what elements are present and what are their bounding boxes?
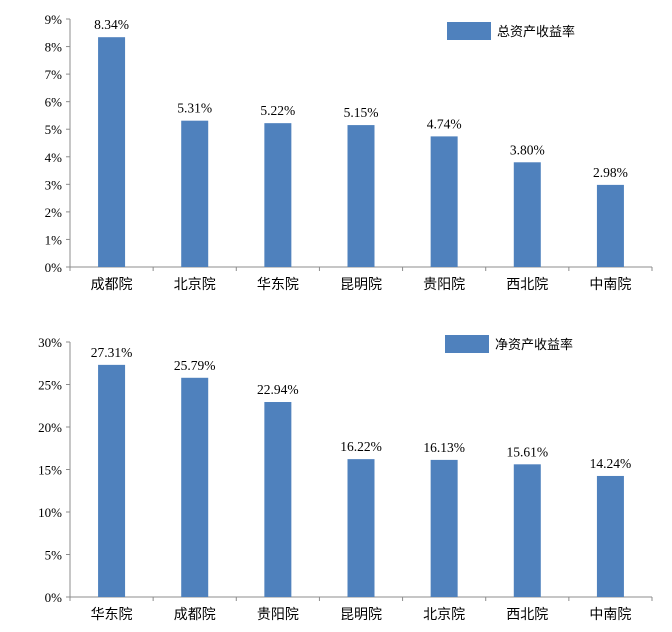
category-label: 昆明院 [340,277,382,293]
data-label: 2.98% [593,165,628,180]
data-label: 14.24% [590,456,632,471]
net-asset-return-chart: 0% 5% 10% 15% 20% 25% 30% 27.31% 华东院 25.79% 成都院 22.… [38,335,653,623]
total-asset-return-chart: 0% 1% 2% 3% 4% 5% 6% 7% 8% 9% 8.34% 成都院 5.31% 北京院 5.22… [45,12,653,293]
bar [430,459,458,597]
category-label: 中南院 [589,277,631,293]
y-tick-label: 9% [45,12,63,27]
legend-label: 总资产收益率 [497,24,575,40]
y-tick-label: 1% [45,232,63,247]
category-label: 华东院 [91,607,133,623]
data-label: 15.61% [506,444,548,459]
data-label: 4.74% [427,116,462,131]
y-tick-label: 30% [38,335,62,350]
y-tick-label: 25% [38,378,62,393]
y-tick-label: 3% [45,177,63,192]
data-label: 5.15% [344,105,379,120]
legend-label: 净资产收益率 [495,337,573,353]
y-tick-label: 20% [38,420,62,435]
category-label: 北京院 [174,277,216,293]
data-label: 3.80% [510,142,545,157]
data-label: 22.94% [257,382,299,397]
bar [98,364,126,597]
y-tick-label: 10% [38,505,62,520]
y-tick-label: 15% [38,463,62,478]
category-label: 贵阳院 [257,607,299,623]
category-label: 成都院 [91,277,133,293]
category-label: 北京院 [423,607,465,623]
category-label: 贵阳院 [423,277,465,293]
data-label: 16.13% [423,440,465,455]
y-tick-label: 4% [45,150,63,165]
category-label: 西北院 [506,607,548,623]
bar [98,37,126,267]
category-label: 华东院 [257,277,299,293]
legend-swatch [445,335,489,353]
category-label: 昆明院 [340,607,382,623]
bar [181,120,209,268]
bar [513,464,541,597]
data-label: 5.31% [177,101,212,116]
y-tick-label: 0% [45,590,63,605]
y-tick-label: 0% [45,260,63,275]
y-tick-label: 8% [45,40,63,55]
data-label: 25.79% [174,358,216,373]
data-label: 5.22% [260,103,295,118]
bar [181,377,209,597]
data-label: 27.31% [91,345,133,360]
bar [430,136,458,267]
legend-swatch [447,22,491,40]
bar [513,162,541,267]
bar [264,123,292,267]
bar [596,475,624,597]
bar [347,125,375,267]
category-label: 成都院 [174,607,216,623]
category-label: 西北院 [506,277,548,293]
bar [347,459,375,597]
category-label: 中南院 [589,607,631,623]
data-label: 16.22% [340,439,382,454]
bar [264,402,292,597]
bar [596,184,624,267]
y-tick-label: 5% [45,122,63,137]
y-tick-label: 2% [45,205,63,220]
y-tick-label: 5% [45,548,63,563]
y-tick-label: 7% [45,67,63,82]
y-tick-label: 6% [45,95,63,110]
data-label: 8.34% [94,17,129,32]
